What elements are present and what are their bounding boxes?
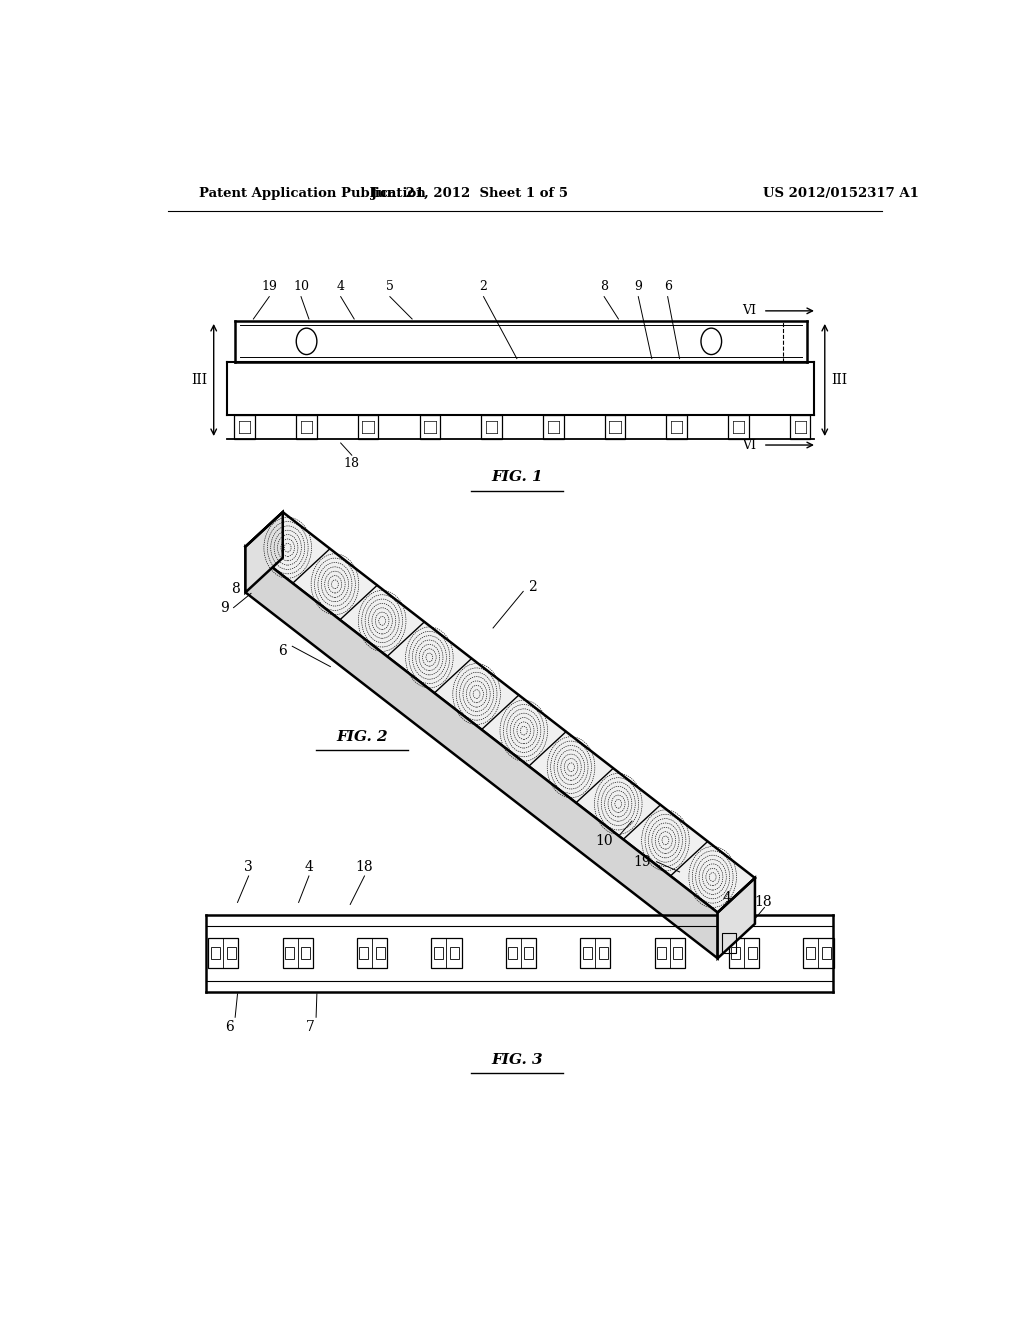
Bar [434, 948, 442, 960]
Text: VI: VI [742, 305, 757, 317]
Text: III: III [831, 374, 847, 387]
Text: 19: 19 [634, 855, 651, 869]
Bar [657, 948, 666, 960]
Bar [722, 933, 736, 953]
Text: 9: 9 [634, 280, 642, 293]
Text: 2: 2 [479, 280, 487, 293]
Text: 4: 4 [723, 891, 731, 906]
Bar [605, 414, 626, 440]
Text: III: III [191, 374, 208, 387]
Text: Patent Application Publication: Patent Application Publication [200, 187, 426, 201]
Text: FIG. 1: FIG. 1 [492, 470, 543, 484]
Bar [357, 939, 387, 969]
Bar [506, 939, 536, 969]
Bar [227, 948, 236, 960]
Text: 6: 6 [279, 644, 287, 659]
Bar [667, 414, 687, 440]
Text: 10: 10 [293, 280, 309, 293]
Bar [583, 948, 592, 960]
Bar [804, 939, 834, 969]
Bar [822, 948, 831, 960]
Bar [728, 414, 749, 440]
Text: 18: 18 [344, 457, 359, 470]
Bar [285, 948, 294, 960]
Bar [481, 414, 502, 440]
Text: 8: 8 [230, 582, 240, 597]
Text: 2: 2 [528, 581, 538, 594]
Text: 5: 5 [386, 280, 394, 293]
Text: VI: VI [742, 438, 757, 451]
Bar [654, 939, 685, 969]
Bar [420, 414, 440, 440]
Bar [508, 948, 517, 960]
Bar [234, 414, 255, 440]
Text: 3: 3 [245, 859, 253, 874]
Bar [208, 939, 239, 969]
Text: 7: 7 [306, 1020, 315, 1035]
Bar [359, 948, 369, 960]
Text: FIG. 2: FIG. 2 [336, 730, 388, 743]
Bar [599, 948, 608, 960]
Bar [211, 948, 219, 960]
Text: 10: 10 [595, 834, 613, 849]
Polygon shape [246, 546, 718, 958]
Text: 4: 4 [304, 859, 313, 874]
Bar [357, 414, 379, 440]
Text: 18: 18 [355, 859, 374, 874]
Text: US 2012/0152317 A1: US 2012/0152317 A1 [763, 187, 919, 201]
Bar [748, 948, 757, 960]
Bar [431, 939, 462, 969]
Bar [524, 948, 534, 960]
Bar [283, 939, 312, 969]
Text: 18: 18 [754, 895, 772, 909]
Bar [301, 948, 310, 960]
Polygon shape [246, 512, 283, 593]
Polygon shape [246, 512, 755, 912]
Bar [581, 939, 610, 969]
Bar [731, 948, 740, 960]
Text: 9: 9 [220, 601, 229, 615]
Bar [376, 948, 385, 960]
Bar [451, 948, 459, 960]
Polygon shape [718, 878, 755, 958]
Text: 6: 6 [225, 1020, 233, 1035]
Text: Jun. 21, 2012  Sheet 1 of 5: Jun. 21, 2012 Sheet 1 of 5 [371, 187, 567, 201]
Text: 4: 4 [337, 280, 345, 293]
Bar [543, 414, 563, 440]
Text: 8: 8 [600, 280, 608, 293]
Text: 6: 6 [664, 280, 672, 293]
Bar [673, 948, 682, 960]
Bar [296, 414, 316, 440]
Text: 19: 19 [261, 280, 278, 293]
Bar [790, 414, 811, 440]
Text: FIG. 3: FIG. 3 [492, 1053, 543, 1067]
Bar [729, 939, 759, 969]
Bar [806, 948, 815, 960]
